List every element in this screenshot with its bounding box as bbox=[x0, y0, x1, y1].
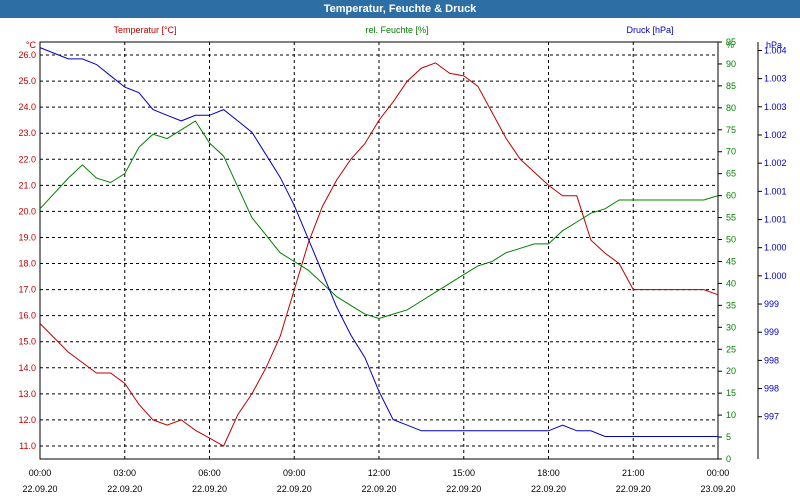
right-tick-label: 1.003 bbox=[764, 74, 787, 84]
left-tick-label: 25.0 bbox=[18, 76, 36, 86]
x-tick-time: 15:00 bbox=[452, 468, 475, 478]
x-tick-date: 22.09.20 bbox=[107, 484, 142, 494]
x-tick-date: 22.09.20 bbox=[616, 484, 651, 494]
x-tick-date: 22.09.20 bbox=[361, 484, 396, 494]
mid-tick-label: 10 bbox=[726, 410, 736, 420]
mid-tick-label: 85 bbox=[726, 81, 736, 91]
pressure-line bbox=[39, 47, 718, 437]
x-tick-time: 00:00 bbox=[707, 468, 730, 478]
left-tick-label: 15.0 bbox=[18, 337, 36, 347]
mid-tick-label: 30 bbox=[726, 322, 736, 332]
x-tick-time: 03:00 bbox=[113, 468, 136, 478]
mid-tick-label: 55 bbox=[726, 213, 736, 223]
left-tick-label: 19.0 bbox=[18, 232, 36, 242]
left-tick-label: 21.0 bbox=[18, 180, 36, 190]
humidity-line bbox=[39, 120, 719, 320]
series-label-temperature: Temperatur [°C] bbox=[113, 25, 176, 35]
mid-tick-label: 75 bbox=[726, 125, 736, 135]
mid-tick-label: 70 bbox=[726, 147, 736, 157]
left-tick-label: 11.0 bbox=[19, 441, 36, 451]
left-tick-label: 13.0 bbox=[18, 389, 36, 399]
x-tick-date: 23.09.20 bbox=[700, 484, 735, 494]
series-label-pressure: Druck [hPa] bbox=[626, 25, 673, 35]
left-tick-label: 16.0 bbox=[18, 311, 36, 321]
left-tick-label: 12.0 bbox=[18, 415, 36, 425]
mid-tick-label: 5 bbox=[726, 432, 731, 442]
left-tick-label: 23.0 bbox=[18, 128, 36, 138]
right-tick-label: 1.004 bbox=[764, 45, 787, 55]
right-tick-label: 1.002 bbox=[764, 130, 787, 140]
mid-tick-label: 45 bbox=[726, 256, 736, 266]
mid-tick-label: 25 bbox=[726, 344, 736, 354]
right-tick-label: 1.001 bbox=[764, 215, 787, 225]
temperature-line bbox=[39, 62, 719, 447]
series-label-humidity: rel. Feuchte [%] bbox=[365, 25, 428, 35]
mid-tick-label: 80 bbox=[726, 103, 736, 113]
mid-tick-label: 35 bbox=[726, 300, 736, 310]
right-tick-label: 998 bbox=[764, 384, 779, 394]
mid-tick-label: 65 bbox=[726, 169, 736, 179]
x-tick-time: 21:00 bbox=[622, 468, 645, 478]
plot-area bbox=[39, 41, 719, 460]
left-tick-label: 14.0 bbox=[18, 363, 36, 373]
left-axis-unit: °C bbox=[26, 40, 37, 50]
left-tick-label: 22.0 bbox=[18, 154, 36, 164]
right-tick-label: 1.000 bbox=[764, 243, 787, 253]
right-tick-label: 1.002 bbox=[764, 158, 787, 168]
mid-tick-label: 20 bbox=[726, 366, 736, 376]
left-tick-label: 20.0 bbox=[18, 206, 36, 216]
right-tick-label: 998 bbox=[764, 355, 779, 365]
x-tick-time: 18:00 bbox=[537, 468, 560, 478]
x-tick-date: 22.09.20 bbox=[531, 484, 566, 494]
x-tick-time: 06:00 bbox=[198, 468, 221, 478]
mid-tick-label: 90 bbox=[726, 59, 736, 69]
left-tick-label: 18.0 bbox=[18, 259, 36, 269]
x-tick-time: 00:00 bbox=[29, 468, 52, 478]
mid-tick-label: 15 bbox=[726, 388, 736, 398]
x-tick-time: 12:00 bbox=[368, 468, 391, 478]
x-tick-time: 09:00 bbox=[283, 468, 306, 478]
chart-title: Temperatur, Feuchte & Druck bbox=[0, 0, 800, 18]
right-tick-label: 1.000 bbox=[764, 271, 787, 281]
right-tick-label: 997 bbox=[764, 412, 779, 422]
mid-tick-label: 95 bbox=[726, 37, 736, 47]
right-tick-label: 1.003 bbox=[764, 102, 787, 112]
x-tick-date: 22.09.20 bbox=[22, 484, 57, 494]
right-axis-unit: hPa bbox=[766, 40, 782, 50]
mid-tick-label: 40 bbox=[726, 278, 736, 288]
mid-tick-label: 50 bbox=[726, 235, 736, 245]
left-tick-label: 17.0 bbox=[18, 285, 36, 295]
mid-tick-label: 60 bbox=[726, 191, 736, 201]
mid-tick-label: 0 bbox=[726, 454, 731, 464]
x-tick-date: 22.09.20 bbox=[192, 484, 227, 494]
right-tick-label: 1.001 bbox=[764, 186, 787, 196]
right-tick-label: 999 bbox=[764, 299, 779, 309]
x-tick-date: 22.09.20 bbox=[277, 484, 312, 494]
mid-axis-unit: % bbox=[726, 40, 734, 50]
left-tick-label: 26.0 bbox=[18, 50, 36, 60]
left-tick-label: 24.0 bbox=[18, 102, 36, 112]
right-tick-label: 999 bbox=[764, 327, 779, 337]
x-tick-date: 22.09.20 bbox=[446, 484, 481, 494]
